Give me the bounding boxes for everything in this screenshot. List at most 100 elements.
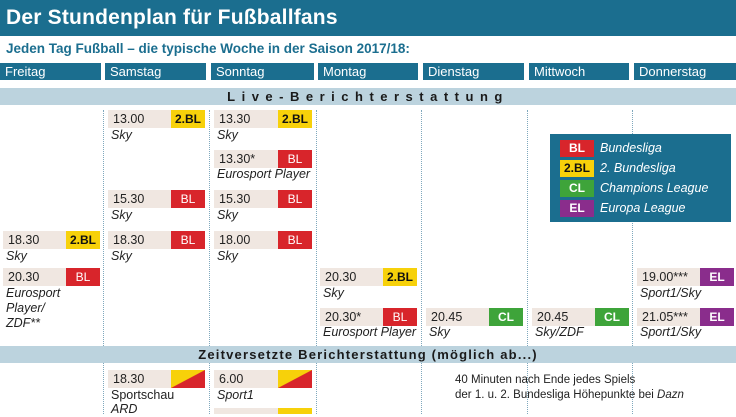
match-time: 13.00: [113, 112, 145, 126]
match-time: 21.05***: [642, 310, 688, 324]
broadcaster: Eurosport: [6, 286, 61, 300]
legend-badge: BL: [560, 140, 594, 157]
broadcaster: Sport1/Sky: [640, 286, 702, 300]
broadcaster: Sky: [429, 325, 450, 339]
legend-label: Europa League: [600, 201, 686, 215]
delayed-slot: 6.00: [214, 370, 312, 388]
delayed-time: 6.00: [219, 372, 244, 386]
dazn-note-text: der 1. u. 2. Bundesliga Höhepunkte bei: [455, 389, 658, 401]
legend-badge: EL: [560, 200, 594, 217]
legend-badge: 2.BL: [560, 160, 594, 177]
match-slot: 20.45 CL: [532, 308, 629, 326]
match-time: 18.00: [219, 233, 251, 247]
league-badge: BL: [171, 231, 205, 249]
broadcaster: Player/: [6, 301, 45, 315]
match-slot: 20.30 BL: [3, 268, 100, 286]
column-divider: [527, 110, 528, 414]
section-live: Live-Berichterstattung: [0, 88, 736, 105]
delayed-time: 18.30: [113, 372, 145, 386]
match-slot: 20.30* BL: [320, 308, 417, 326]
league-badge: BL: [383, 308, 417, 326]
match-slot: 18.30 2.BL: [3, 231, 100, 249]
match-slot: 19.00*** EL: [637, 268, 734, 286]
delayed-slot-partial: [214, 408, 312, 414]
broadcaster: Eurosport Player: [217, 167, 311, 181]
broadcaster: Sport1/Sky: [640, 325, 702, 339]
column-divider: [103, 110, 104, 414]
match-time: 15.30: [113, 192, 145, 206]
match-time: 20.30: [8, 270, 40, 284]
match-time: 15.30: [219, 192, 251, 206]
column-divider: [316, 110, 317, 414]
match-slot: 20.45 CL: [426, 308, 523, 326]
day-header-sunday: Sonntag: [211, 63, 314, 80]
match-time: 20.45: [537, 310, 569, 324]
broadcaster: Sky: [217, 249, 238, 263]
match-time: 18.30: [113, 233, 145, 247]
league-badge: BL: [278, 150, 312, 168]
match-slot: 15.30 BL: [214, 190, 312, 208]
match-time: 18.30: [8, 233, 40, 247]
match-slot: 13.30* BL: [214, 150, 312, 168]
day-header-friday: Freitag: [0, 63, 101, 80]
delayed-slot: 18.30: [108, 370, 205, 388]
match-slot: 18.30 BL: [108, 231, 205, 249]
page-subtitle: Jeden Tag Fußball – die typische Woche i…: [6, 41, 410, 56]
column-divider: [421, 110, 422, 414]
league-badge: 2.BL: [66, 231, 100, 249]
broadcaster: Sky: [111, 249, 132, 263]
legend-label: Bundesliga: [600, 141, 662, 155]
league-badge: CL: [489, 308, 523, 326]
column-divider: [632, 110, 633, 414]
match-time: 20.30*: [325, 310, 362, 324]
match-time: 19.00***: [642, 270, 688, 284]
broadcaster: Sky/ZDF: [535, 325, 584, 339]
legend-label: 2. Bundesliga: [600, 161, 676, 175]
league-badge: 2.BL: [278, 110, 312, 128]
legend-label: Champions League: [600, 181, 709, 195]
match-time: 13.30*: [219, 152, 256, 166]
day-header-wednesday: Mittwoch: [529, 63, 629, 80]
match-time: 20.30: [325, 270, 357, 284]
legend-badge: CL: [560, 180, 594, 197]
match-time: 13.30: [219, 112, 251, 126]
league-badge-partial: [278, 408, 312, 414]
league-badge: BL: [66, 268, 100, 286]
column-divider: [209, 110, 210, 414]
broadcaster: Sky: [323, 286, 344, 300]
broadcaster: Sky: [217, 128, 238, 142]
broadcaster: Eurosport Player: [323, 325, 417, 339]
league-badge: CL: [595, 308, 629, 326]
dazn-name: Dazn: [657, 389, 684, 401]
broadcaster: Sky: [111, 208, 132, 222]
mixed-league-badge: [171, 370, 205, 388]
league-badge: EL: [700, 268, 734, 286]
league-badge: 2.BL: [171, 110, 205, 128]
broadcaster: ZDF**: [6, 316, 41, 330]
section-delayed: Zeitversetzte Berichterstattung (möglich…: [0, 346, 736, 363]
broadcaster: ARD: [111, 402, 138, 416]
match-slot: 13.30 2.BL: [214, 110, 312, 128]
header-bar: Der Stundenplan für Fußballfans: [0, 0, 736, 36]
mixed-league-badge: [278, 370, 312, 388]
legend: BL Bundesliga 2.BL 2. Bundesliga CL Cham…: [550, 134, 731, 222]
broadcaster: Sportschau: [111, 388, 175, 402]
day-header-monday: Montag: [318, 63, 418, 80]
day-header-tuesday: Dienstag: [423, 63, 524, 80]
league-badge: 2.BL: [383, 268, 417, 286]
dazn-note-line2: der 1. u. 2. Bundesliga Höhepunkte bei D…: [455, 389, 684, 401]
day-header-thursday: Donnerstag: [634, 63, 736, 80]
broadcaster: Sport1: [217, 388, 254, 402]
league-badge: BL: [278, 190, 312, 208]
match-slot: 15.30 BL: [108, 190, 205, 208]
broadcaster: Sky: [6, 249, 27, 263]
page-title: Der Stundenplan für Fußballfans: [6, 6, 338, 29]
broadcaster: Sky: [217, 208, 238, 222]
match-slot: 20.30 2.BL: [320, 268, 417, 286]
day-header-saturday: Samstag: [105, 63, 206, 80]
league-badge: EL: [700, 308, 734, 326]
dazn-note-line1: 40 Minuten nach Ende jedes Spiels: [455, 374, 636, 386]
match-slot: 21.05*** EL: [637, 308, 734, 326]
match-time: 20.45: [431, 310, 463, 324]
league-badge: BL: [171, 190, 205, 208]
